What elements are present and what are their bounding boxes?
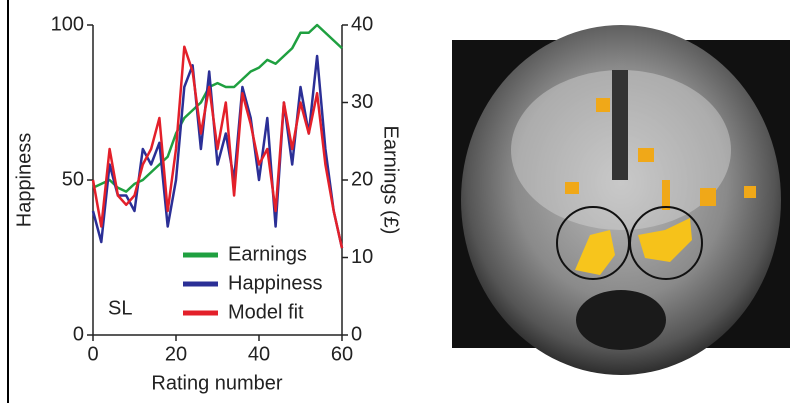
y2-tick-label: 0 [351,323,362,345]
x-tick-label: 60 [331,343,353,365]
activation [744,186,756,198]
brain-image [452,25,790,375]
y-tick-label: 50 [62,168,84,190]
series-line [93,47,342,249]
legend-label: Model fit [228,301,304,323]
activation [700,188,716,206]
page: {"chart_data": {"type": "line", "x": [0,… [0,0,803,403]
midline [612,70,628,180]
figure: Happiness Earnings (£) Rating number SL … [0,0,803,403]
x-tick-label: 20 [165,343,187,365]
y2-tick-label: 30 [351,91,373,113]
series-line [93,56,342,248]
x-tick-label: 0 [87,343,98,365]
annotation: SL [108,297,132,319]
legend-label: Earnings [228,243,307,265]
x-tick-label: 40 [248,343,270,365]
y-axis-label: Happiness [13,133,35,228]
legend-label: Happiness [228,272,323,294]
activation [596,98,610,112]
y2-axis-label: Earnings (£) [380,126,402,235]
y2-tick-label: 10 [351,246,373,268]
x-axis-label: Rating number [151,372,283,394]
y2-tick-label: 20 [351,168,373,190]
activation [638,148,654,162]
y2-tick-label: 40 [351,13,373,35]
y-tick-label: 100 [51,13,84,35]
activation [565,182,579,194]
ventral-shadow [576,290,666,350]
activation [662,180,670,210]
y-tick-label: 0 [73,323,84,345]
